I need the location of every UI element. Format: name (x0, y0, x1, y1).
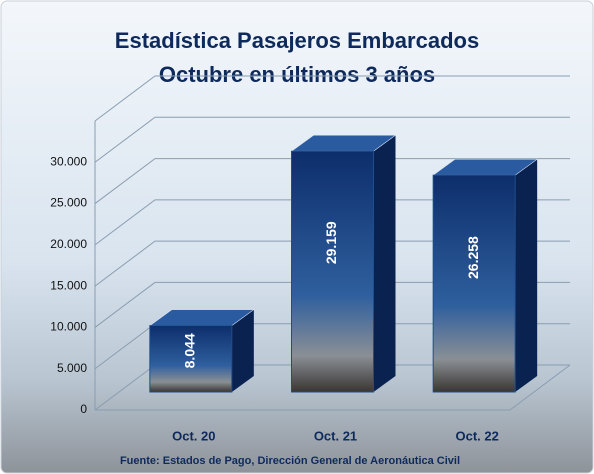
bar (292, 151, 374, 392)
bar-side (374, 135, 396, 392)
bar-side (515, 159, 537, 392)
x-tick-label: Oct. 20 (172, 428, 215, 443)
y-tick-label: 5.000 (57, 361, 87, 375)
y-tick-label: 20.000 (50, 237, 87, 251)
value-label: 29.159 (323, 221, 339, 264)
y-tick-label: 15.000 (50, 278, 87, 292)
x-tick-label: Oct. 21 (314, 428, 357, 443)
y-tick-label: 30.000 (50, 154, 87, 168)
source-note: Fuente: Estados de Pago, Dirección Gener… (120, 455, 460, 467)
y-tick-label: 10.000 (50, 320, 87, 334)
chart: Estadística Pasajeros Embarcados Octubre… (0, 0, 594, 474)
value-label: 26.258 (465, 236, 481, 279)
y-tick-label: 0 (80, 402, 87, 416)
value-label: 8.044 (182, 333, 198, 368)
bar (433, 175, 515, 392)
y-tick-label: 25.000 (50, 196, 87, 210)
chart-subtitle: Octubre en últimos 3 años (159, 62, 435, 87)
chart-title: Estadística Pasajeros Embarcados (115, 28, 479, 53)
x-tick-label: Oct. 22 (455, 428, 498, 443)
